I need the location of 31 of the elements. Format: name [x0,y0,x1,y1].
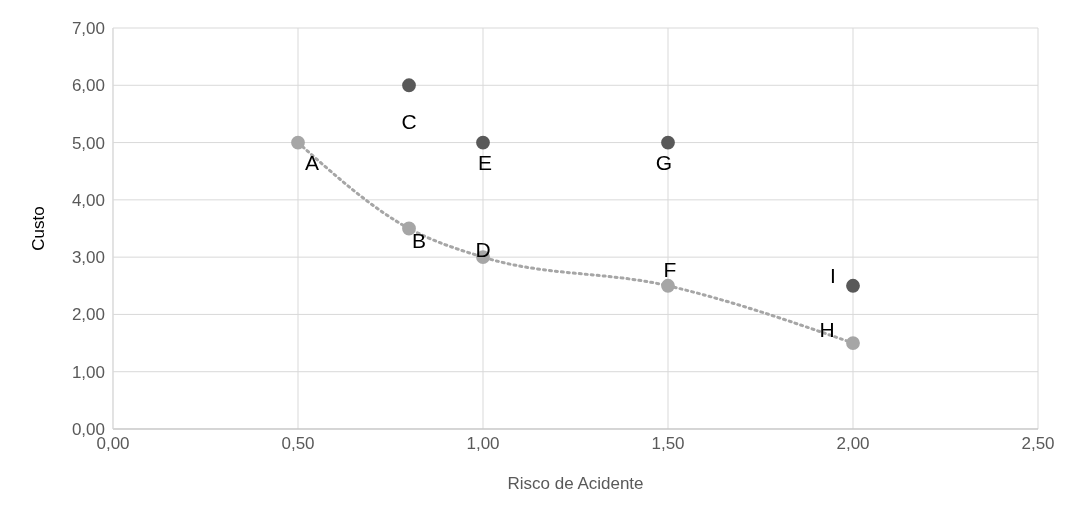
annotation: H [819,317,835,341]
x-tick-label: 1,00 [466,434,500,454]
x-tick-label: 1,50 [651,434,685,454]
point [476,135,490,150]
y-axis-title: Custo [29,206,49,251]
point [846,336,860,350]
annotation: E [477,151,493,175]
x-tick-label: 0,50 [281,434,315,454]
annotation: B [411,229,427,253]
annotation: I [830,264,836,288]
annotation: G [655,151,673,175]
y-tick-label: 6,00 [71,76,105,96]
x-axis-title: Risco de Acidente [507,474,644,493]
point [661,278,675,293]
y-tick-label: 5,00 [71,133,105,153]
annotation: F [663,258,677,282]
point [402,221,416,236]
point [402,78,416,93]
x-tick-label: 2,00 [836,434,870,454]
y-tick-label: 4,00 [71,190,105,210]
annotation: A [304,151,320,175]
y-tick-label: 3,00 [71,248,105,268]
y-tick-label: 7,00 [71,19,105,39]
annotation: D [475,237,491,261]
y-tick-label: 1,00 [71,362,105,382]
point [661,135,675,150]
point [291,135,305,150]
y-tick-label: 2,00 [71,305,105,325]
point [846,278,860,293]
annotation: C [401,109,417,133]
x-tick-label: 2,50 [1021,434,1055,454]
